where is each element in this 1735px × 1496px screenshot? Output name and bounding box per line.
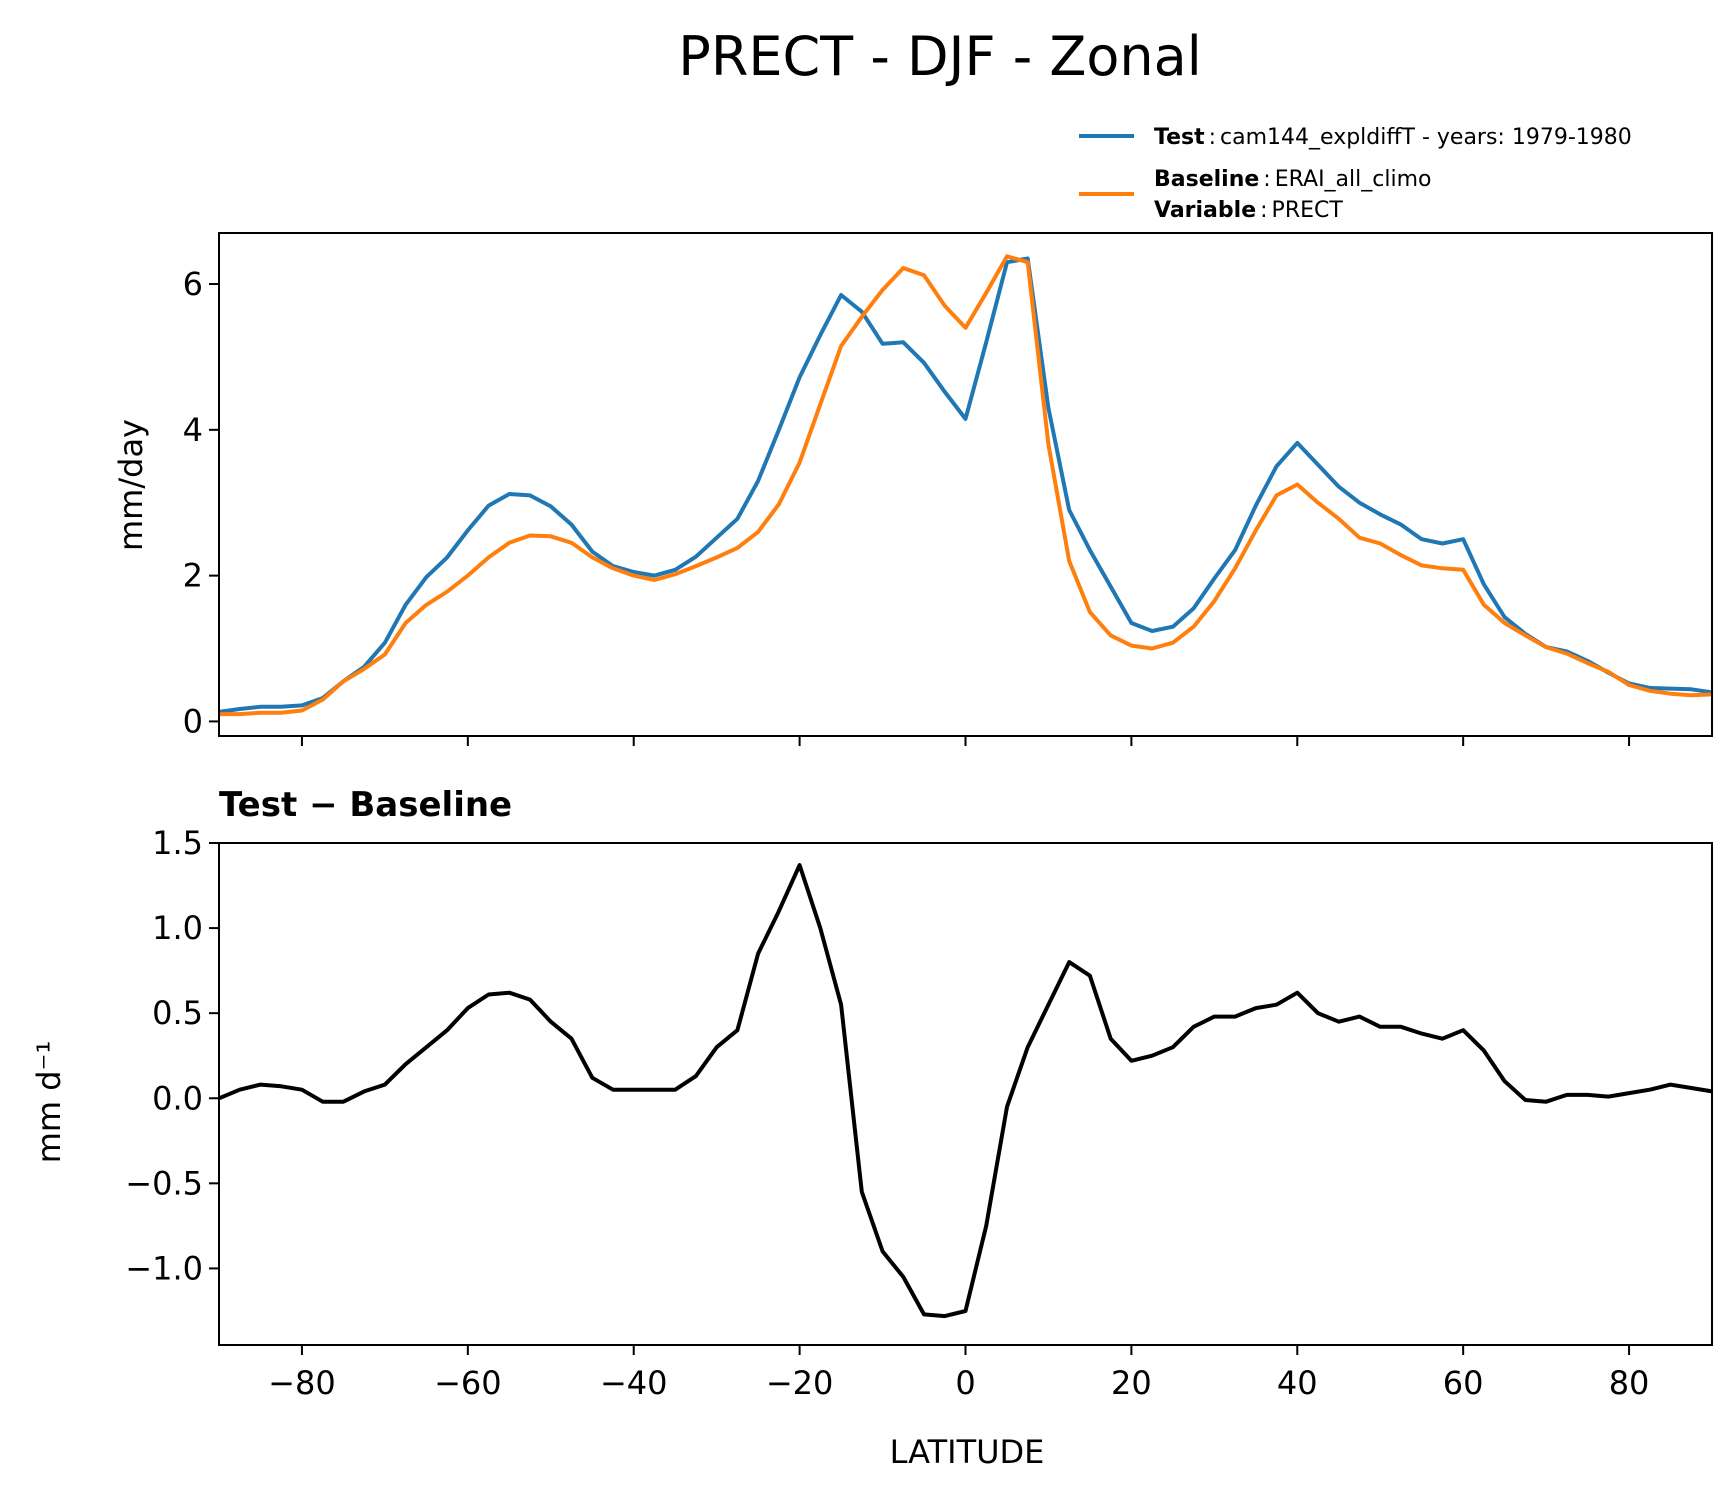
legend: Test: cam144_expldiffT - years: 1979-1980… [1079,125,1632,223]
legend-test-entry: Test: cam144_expldiffT - years: 1979-1980 [1154,125,1632,150]
bottom-xtick-label: 40 [1277,1364,1318,1402]
bottom-xtick-label: 0 [955,1364,975,1402]
bottom-xtick-label: 60 [1443,1364,1484,1402]
bottom-ytick-label: 0.0 [152,1079,203,1117]
legend-test-label: Test [1154,125,1205,150]
bottom-ytick-label: −0.5 [125,1164,203,1202]
panel-top: 0 2 4 6 [183,232,1713,746]
top-plot-frame [218,232,1713,737]
bottom-xtick-label: −60 [434,1364,502,1402]
top-ytick-label: 6 [183,265,203,303]
bottom-ytick-label: 1.5 [152,824,203,862]
bottom-xtick-label: 20 [1111,1364,1152,1402]
top-series-baseline-line [219,254,1713,717]
panel-bottom: −1.0 −0.5 0.0 0.5 1.0 1.5 −80 −60 −40 −20 0 20 40 60 8… [125,824,1713,1402]
bottom-xtick-label: −80 [268,1364,336,1402]
figure-title: PRECT - DJF - Zonal [678,25,1201,88]
legend-baseline-sep: : [1263,167,1270,192]
legend-test-value: cam144_expldiffT - years: 1979-1980 [1220,125,1632,150]
top-y-axis-label: mm/day [112,419,150,551]
legend-variable-entry: Variable: PRECT [1154,198,1343,223]
legend-variable-sep: : [1260,198,1267,223]
top-ytick-label: 4 [183,411,203,449]
legend-variable-label: Variable [1154,198,1256,223]
diff-subtitle: Test − Baseline [219,785,512,825]
bottom-ytick-label: 1.0 [152,909,203,947]
legend-baseline-value: ERAI_all_climo [1275,167,1432,192]
bottom-plot-frame [218,842,1713,1346]
top-ytick-label: 2 [183,557,203,595]
bottom-ytick-label: 0.5 [152,994,203,1032]
legend-variable-value: PRECT [1272,198,1344,223]
bottom-xtick-label: −20 [766,1364,834,1402]
legend-baseline-entry: Baseline: ERAI_all_climo [1154,167,1431,192]
top-ytick-label: 0 [183,702,203,740]
bottom-y-axis-label: mm d⁻¹ [30,1041,68,1164]
x-axis-label: LATITUDE [890,1433,1045,1471]
bottom-xtick-label: 80 [1609,1364,1650,1402]
bottom-series-test-baseline-line [218,863,1713,1319]
legend-baseline-label: Baseline [1154,167,1259,192]
bottom-ytick-label: −1.0 [125,1249,203,1287]
top-series-test-line [218,256,1713,714]
legend-test-sep: : [1209,125,1216,150]
bottom-xtick-label: −40 [600,1364,668,1402]
